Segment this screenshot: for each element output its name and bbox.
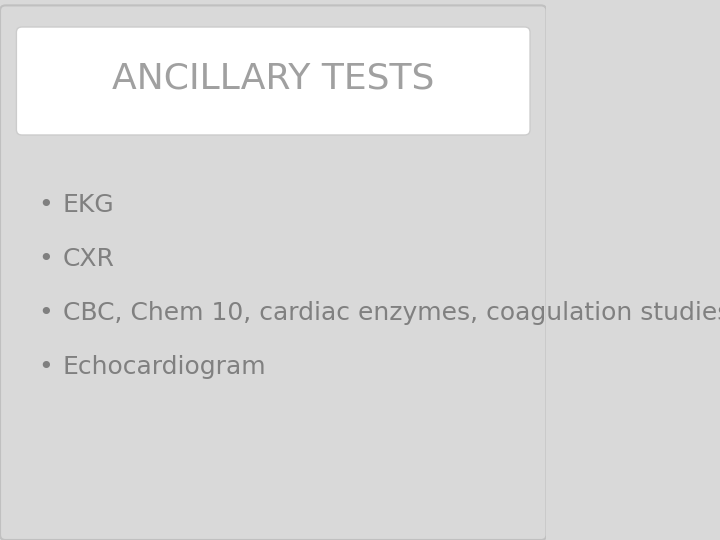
Text: •: • [38,301,53,325]
Text: ANCILLARY TESTS: ANCILLARY TESTS [112,62,434,95]
FancyBboxPatch shape [17,27,530,135]
Text: •: • [38,193,53,217]
Text: EKG: EKG [63,193,114,217]
FancyBboxPatch shape [0,5,546,540]
Text: CXR: CXR [63,247,114,271]
Text: •: • [38,355,53,379]
Text: •: • [38,247,53,271]
Text: CBC, Chem 10, cardiac enzymes, coagulation studies: CBC, Chem 10, cardiac enzymes, coagulati… [63,301,720,325]
Text: Echocardiogram: Echocardiogram [63,355,266,379]
